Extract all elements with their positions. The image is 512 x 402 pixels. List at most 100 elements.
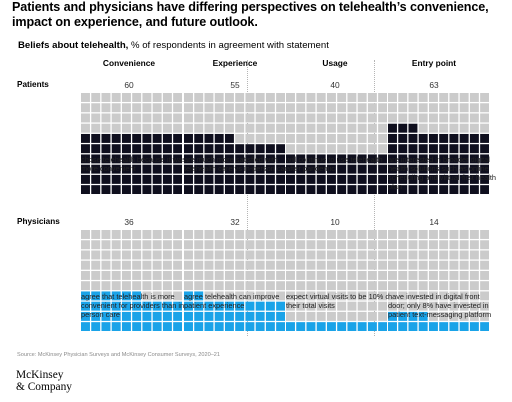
waffle-cell-empty <box>316 291 326 301</box>
waffle-cell-filled <box>326 174 336 184</box>
waffle-cell-empty <box>480 240 490 250</box>
waffle-cell-filled <box>388 185 397 195</box>
waffle-cell-empty <box>184 240 193 250</box>
waffle-cell-filled <box>194 311 204 321</box>
waffle-cell-empty <box>235 240 245 250</box>
waffle-cell-empty <box>276 230 286 239</box>
waffle-cell-filled <box>214 185 224 195</box>
waffle-cell-filled <box>469 133 479 143</box>
waffle-cell-filled <box>152 144 162 154</box>
waffle-cell-filled <box>255 144 265 154</box>
waffle-cell-empty <box>286 103 295 113</box>
waffle-cell-filled <box>91 291 101 301</box>
waffle-cell-filled <box>184 133 193 143</box>
column-header-entry-point: Entry point <box>411 58 457 68</box>
waffle-cell-empty <box>214 291 224 301</box>
waffle-grid-patients-experience <box>184 93 286 195</box>
waffle-cell-empty <box>296 240 306 250</box>
waffle-cell-filled <box>162 174 172 184</box>
waffle-cell-filled <box>357 154 367 164</box>
waffle-cell-filled <box>286 322 295 332</box>
waffle-cell-filled <box>347 185 357 195</box>
waffle-cell-empty <box>276 260 286 270</box>
waffle-cell-filled <box>276 322 286 332</box>
description-patients-convenience: chose telehealth because it was more con… <box>81 155 186 173</box>
source-note: Source: McKinsey Physician Surveys and M… <box>17 352 221 358</box>
waffle-cell-filled <box>276 144 286 154</box>
waffle-cell-filled <box>91 144 101 154</box>
waffle-cell-empty <box>357 133 367 143</box>
waffle-cell-filled <box>111 291 121 301</box>
waffle-cell-filled <box>81 133 90 143</box>
waffle-cell-filled <box>142 133 152 143</box>
waffle-cell-filled <box>357 174 367 184</box>
waffle-cell-empty <box>276 113 286 123</box>
waffle-cell-filled <box>388 144 397 154</box>
waffle-cell-empty <box>286 281 295 291</box>
waffle-cell-filled <box>449 164 459 174</box>
waffle-cell-empty <box>326 103 336 113</box>
waffle-cell-empty <box>265 133 275 143</box>
waffle-cell-empty <box>408 230 418 239</box>
waffle-cell-filled <box>286 174 295 184</box>
waffle-cell-filled <box>101 322 111 332</box>
waffle-cell-empty <box>337 113 347 123</box>
waffle-cell-filled <box>162 301 172 311</box>
waffle-cell-filled <box>162 164 172 174</box>
waffle-cell-filled <box>235 144 245 154</box>
waffle-cell-empty <box>255 260 265 270</box>
waffle-cell-filled <box>408 185 418 195</box>
waffle-cell-empty <box>428 301 438 311</box>
waffle-cell-filled <box>265 322 275 332</box>
waffle-cell-filled <box>357 185 367 195</box>
waffle-cell-filled <box>81 301 90 311</box>
waffle-cell-empty <box>459 250 469 260</box>
waffle-cell-empty <box>357 270 367 280</box>
waffle-cell-filled <box>367 164 377 174</box>
description-physicians-entry-point: have invested in digital front door; onl… <box>388 292 492 319</box>
waffle-cell-empty <box>81 281 90 291</box>
waffle-cell-empty <box>367 270 377 280</box>
waffle-cell-empty <box>459 260 469 270</box>
waffle-cell-empty <box>439 103 449 113</box>
waffle-cell-empty <box>111 113 121 123</box>
waffle-cell-empty <box>91 270 101 280</box>
waffle-cell-empty <box>428 230 438 239</box>
waffle-cell-empty <box>449 123 459 133</box>
waffle-cell-filled <box>449 185 459 195</box>
waffle-cell-empty <box>121 103 131 113</box>
waffle-cell-filled <box>469 185 479 195</box>
waffle-cell-filled <box>184 164 193 174</box>
waffle-cell-filled <box>347 164 357 174</box>
waffle-cell-empty <box>152 281 162 291</box>
waffle-cell-filled <box>81 174 90 184</box>
waffle-cell-filled <box>388 133 397 143</box>
waffle-cell-empty <box>398 93 408 102</box>
waffle-cell-filled <box>276 311 286 321</box>
waffle-cell-empty <box>326 291 336 301</box>
waffle-cell-empty <box>204 230 214 239</box>
waffle-cell-empty <box>428 103 438 113</box>
waffle-cell-empty <box>388 93 397 102</box>
waffle-cell-empty <box>162 281 172 291</box>
waffle-cell-empty <box>286 123 295 133</box>
waffle-cell-empty <box>459 103 469 113</box>
waffle-cell-empty <box>255 291 265 301</box>
waffle-cell-empty <box>214 230 224 239</box>
waffle-cell-empty <box>418 123 428 133</box>
waffle-cell-empty <box>408 270 418 280</box>
waffle-cell-filled <box>132 301 142 311</box>
waffle-cell-filled <box>439 154 449 164</box>
waffle-cell-empty <box>439 240 449 250</box>
waffle-cell-empty <box>418 240 428 250</box>
waffle-cell-filled <box>367 174 377 184</box>
waffle-cell-filled <box>357 322 367 332</box>
waffle-cell-filled <box>173 154 183 164</box>
waffle-cell-filled <box>459 133 469 143</box>
waffle-cell-filled <box>184 291 193 301</box>
waffle-cell-filled <box>428 144 438 154</box>
waffle-cell-filled <box>91 164 101 174</box>
waffle-cell-filled <box>286 164 295 174</box>
waffle-cell-filled <box>347 322 357 332</box>
waffle-cell-filled <box>306 164 316 174</box>
